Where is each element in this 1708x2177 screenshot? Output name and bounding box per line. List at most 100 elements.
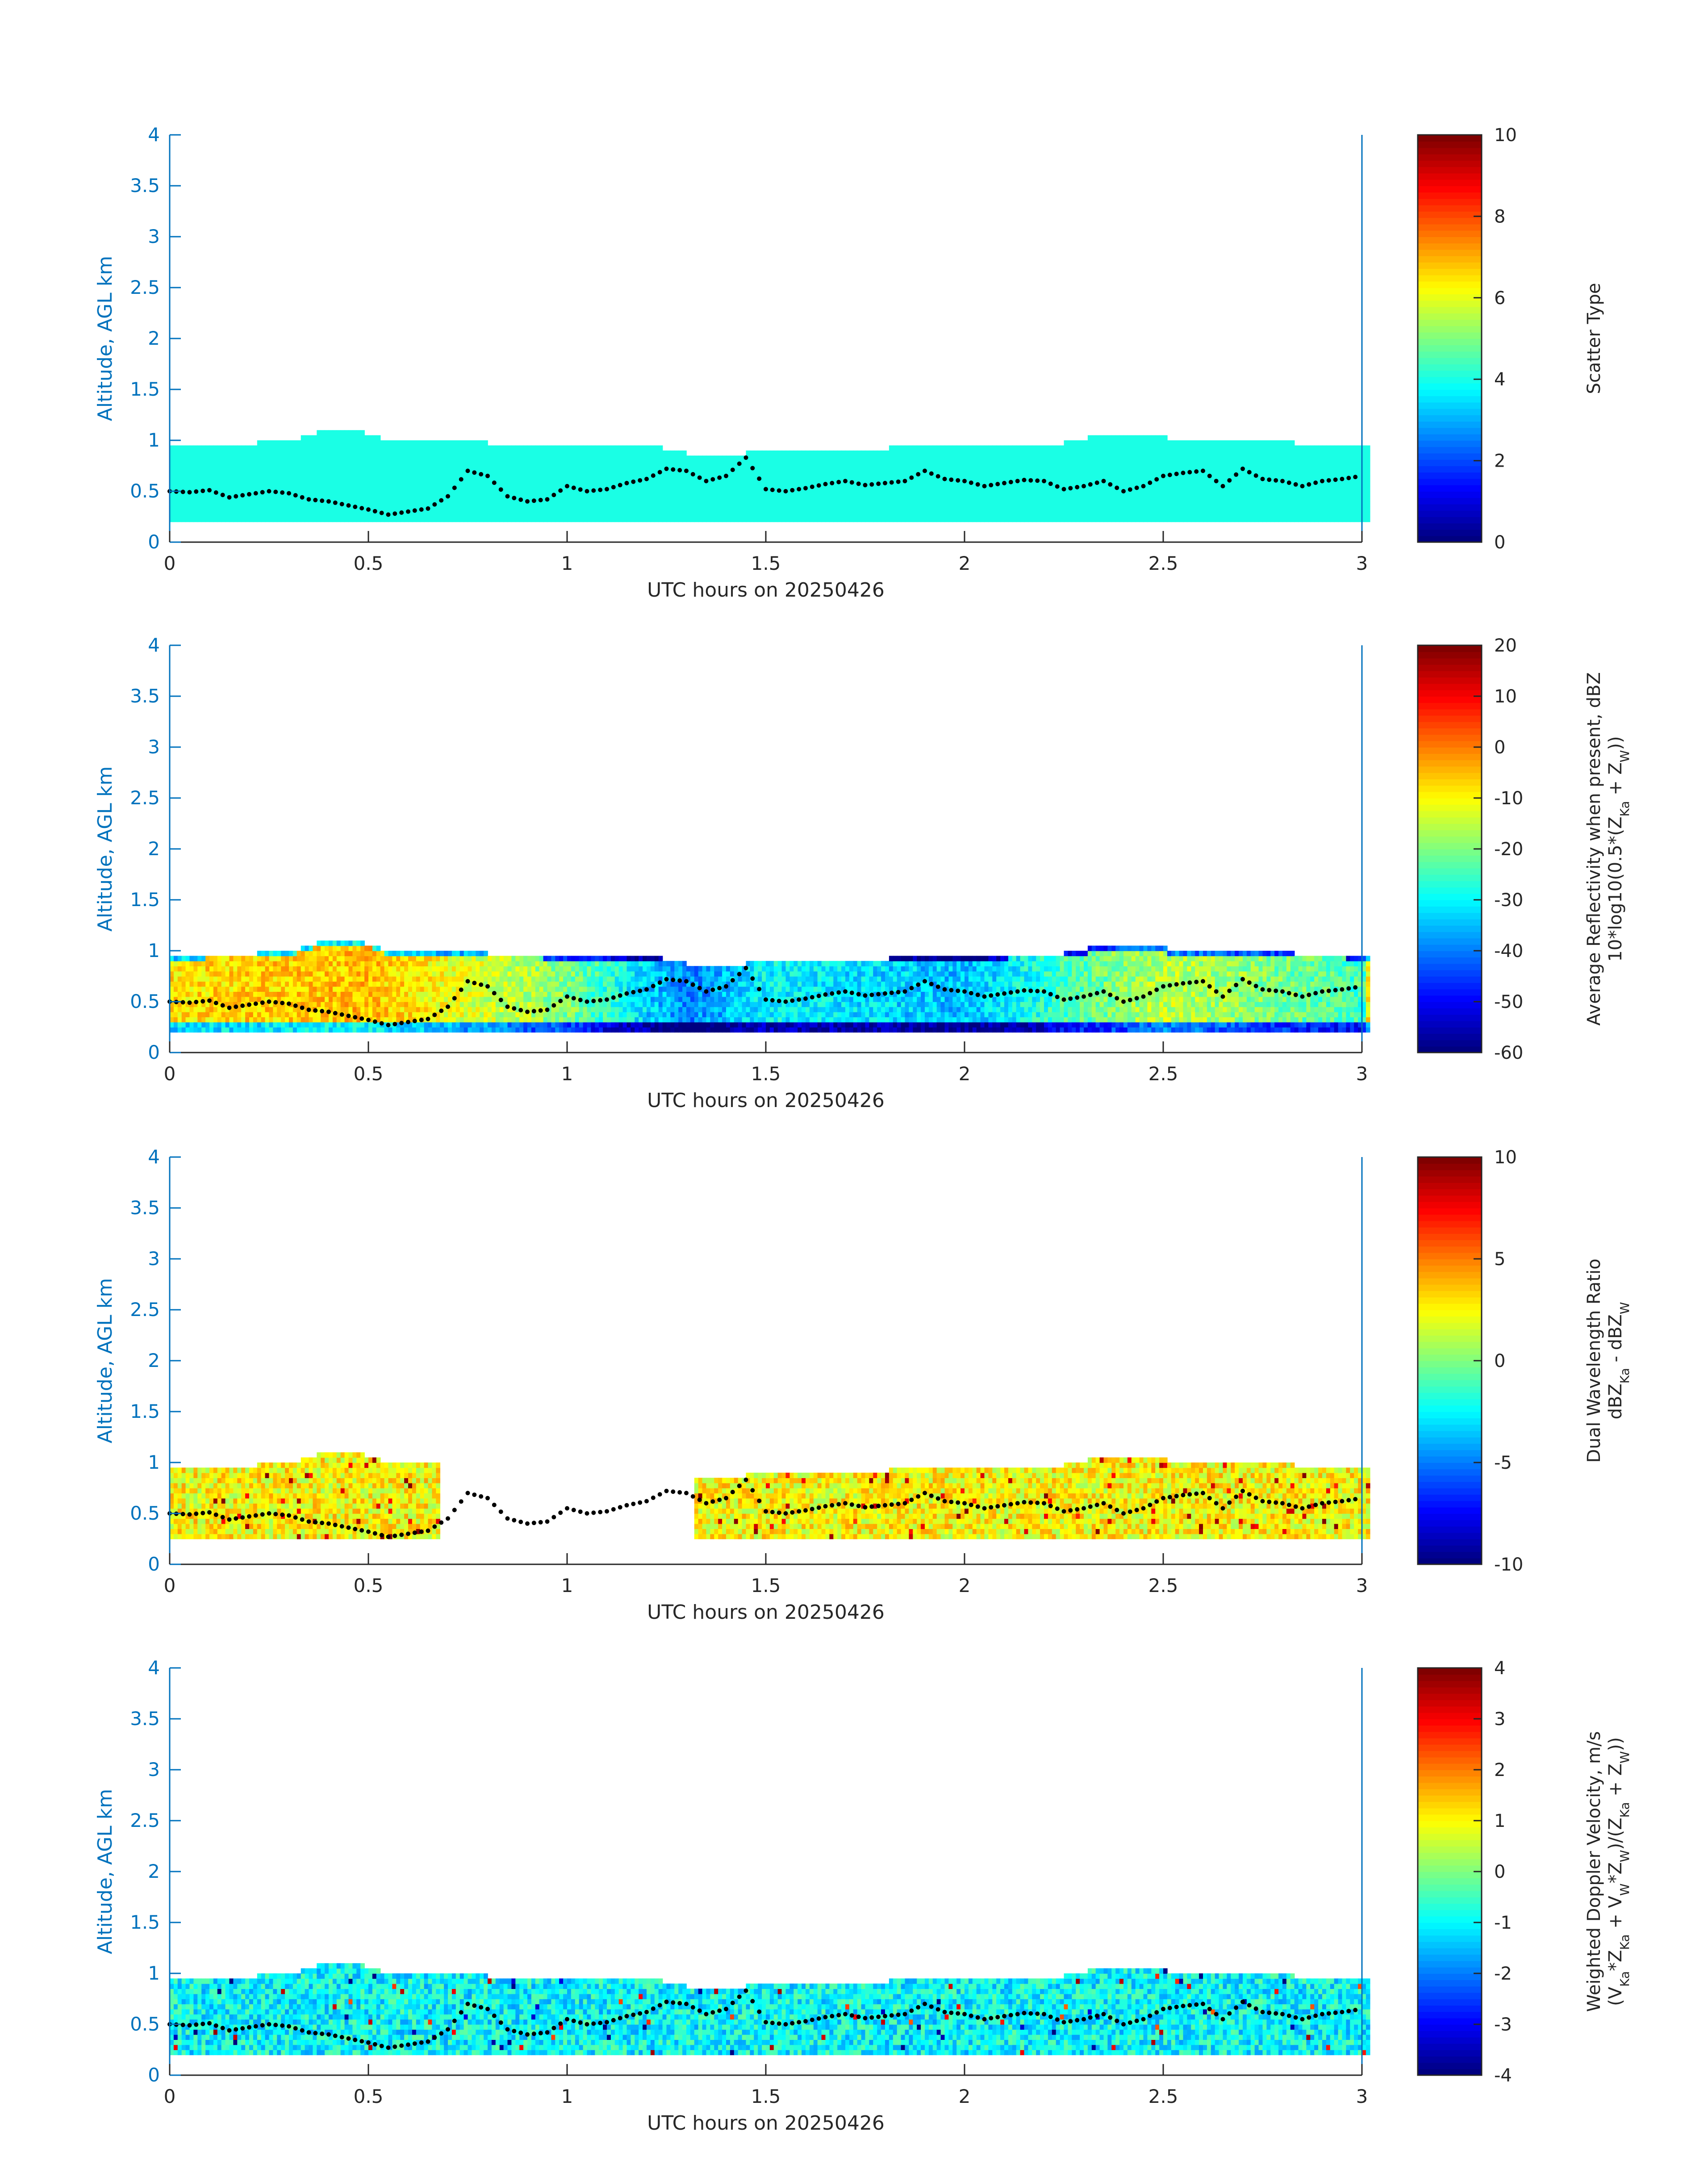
heatmap-cell	[670, 496, 675, 502]
heatmap-cell	[1270, 506, 1275, 512]
heatmap-cell	[1342, 450, 1347, 456]
heatmap-cell	[798, 466, 802, 472]
heatmap-cell	[1290, 481, 1295, 487]
heatmap-cell	[547, 445, 552, 451]
heatmap-cell	[336, 440, 341, 446]
heatmap-cell	[917, 506, 921, 512]
heatmap-cell	[444, 460, 448, 466]
heatmap-cell	[237, 445, 242, 451]
heatmap-cell	[495, 486, 500, 492]
heatmap-cell	[213, 517, 218, 522]
heatmap-cell	[1004, 466, 1009, 472]
heatmap-cell	[237, 460, 242, 466]
heatmap-cell	[344, 517, 349, 522]
heatmap-cell	[305, 486, 309, 492]
heatmap-cell	[273, 511, 278, 517]
heatmap-cell	[802, 471, 806, 476]
heatmap-cell	[1326, 460, 1331, 466]
heatmap-cell	[1091, 455, 1096, 461]
heatmap-cell	[372, 501, 377, 507]
heatmap-cell	[329, 511, 333, 517]
heatmap-cell	[1052, 481, 1057, 487]
heatmap-cell	[193, 476, 198, 481]
heatmap-cell	[289, 466, 293, 472]
heatmap-cell	[1334, 450, 1339, 456]
heatmap-cell	[507, 476, 512, 481]
heatmap-cell	[694, 511, 699, 517]
heatmap-cell	[1195, 455, 1199, 461]
heatmap-cell	[488, 496, 492, 502]
heatmap-cell	[1342, 491, 1347, 497]
heatmap-cell	[635, 476, 639, 481]
heatmap-cell	[448, 491, 452, 497]
heatmap-cell	[690, 486, 695, 492]
heatmap-cell	[809, 506, 814, 512]
heatmap-cell	[412, 496, 417, 502]
heatmap-cell	[189, 460, 194, 466]
heatmap-cell	[543, 466, 548, 472]
heatmap-cell	[1342, 471, 1347, 476]
heatmap-cell	[1135, 501, 1140, 507]
heatmap-cell	[1366, 455, 1370, 461]
heatmap-cell	[539, 476, 544, 481]
heatmap-cell	[785, 511, 790, 517]
heatmap-cell	[225, 445, 230, 451]
heatmap-cell	[1103, 435, 1108, 441]
heatmap-cell	[1159, 435, 1164, 441]
heatmap-cell	[849, 491, 854, 497]
colorbar-step	[1418, 230, 1482, 237]
heatmap-cell	[170, 471, 174, 476]
heatmap-cell	[853, 501, 858, 507]
overlay-dot	[326, 499, 331, 504]
overlay-dot	[969, 481, 973, 485]
heatmap-cell	[841, 486, 846, 492]
heatmap-cell	[1207, 506, 1211, 512]
heatmap-cell	[523, 517, 528, 522]
heatmap-cell	[1187, 501, 1192, 507]
heatmap-cell	[726, 506, 731, 512]
heatmap-cell	[1155, 486, 1160, 492]
heatmap-cell	[1366, 460, 1370, 466]
heatmap-cell	[491, 486, 496, 492]
heatmap-cell	[575, 517, 580, 522]
heatmap-cell	[718, 481, 722, 487]
heatmap-cell	[1076, 476, 1080, 481]
heatmap-cell	[396, 511, 401, 517]
heatmap-cell	[201, 481, 206, 487]
heatmap-cell	[296, 455, 301, 461]
overlay-dot	[1174, 472, 1179, 476]
heatmap-cell	[873, 486, 877, 492]
heatmap-cell	[635, 450, 639, 456]
heatmap-cell	[1076, 501, 1080, 507]
heatmap-cell	[488, 450, 492, 456]
overlay-dot	[730, 468, 735, 472]
heatmap-cell	[1127, 435, 1132, 441]
heatmap-cell	[758, 466, 762, 472]
heatmap-cell	[936, 491, 941, 497]
heatmap-cell	[170, 1011, 174, 1017]
heatmap-cell	[329, 450, 333, 456]
heatmap-cell	[1159, 481, 1164, 487]
heatmap-cell	[352, 466, 357, 472]
heatmap-cell	[404, 450, 409, 456]
heatmap-cell	[865, 486, 870, 492]
heatmap-cell	[1227, 486, 1232, 492]
heatmap-cell	[643, 455, 647, 461]
heatmap-cell	[1171, 511, 1176, 517]
heatmap-cell	[1239, 455, 1243, 461]
heatmap-cell	[543, 506, 548, 512]
heatmap-cell	[1266, 506, 1271, 512]
heatmap-cell	[189, 476, 194, 481]
heatmap-cell	[1227, 496, 1232, 502]
heatmap-cell	[817, 511, 822, 517]
heatmap-cell	[170, 445, 174, 451]
overlay-dot	[200, 489, 205, 493]
heatmap-cell	[853, 496, 858, 502]
heatmap-cell	[1091, 486, 1096, 492]
heatmap-cell	[547, 517, 552, 522]
heatmap-cell	[173, 496, 178, 502]
heatmap-cell	[996, 445, 1001, 451]
heatmap-cell	[1262, 450, 1267, 456]
heatmap-cell	[1064, 506, 1069, 512]
heatmap-cell	[547, 491, 552, 497]
